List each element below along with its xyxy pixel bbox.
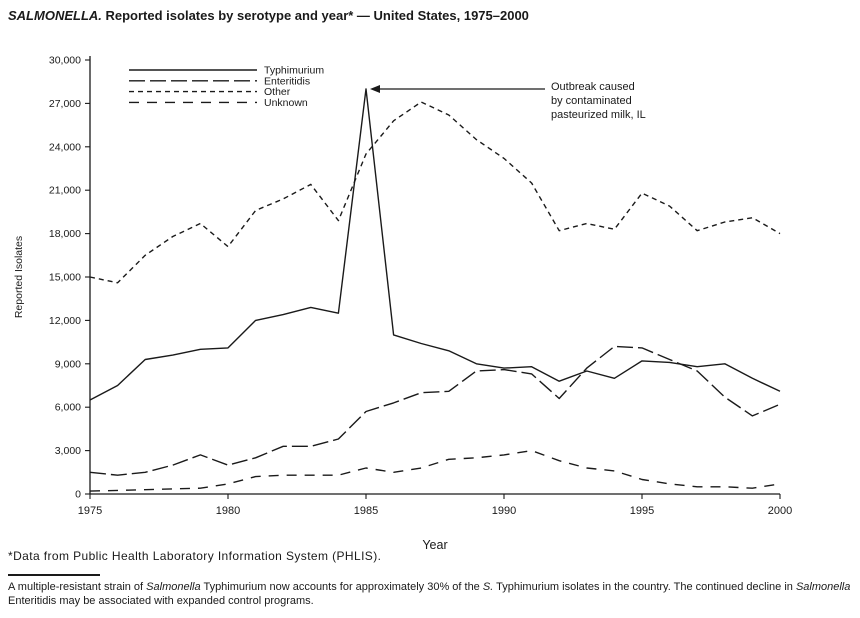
series-line-other: [89, 101, 781, 284]
title-rest: Reported isolates by serotype and year* …: [101, 8, 529, 23]
x-tick-label: 1985: [354, 505, 378, 517]
x-tick-label: 2000: [768, 505, 792, 517]
caption-segment: Salmonella: [795, 581, 851, 593]
title-genus: SALMONELLA.: [8, 8, 102, 23]
figure-title: SALMONELLA. Reported isolates by serotyp…: [8, 8, 529, 23]
caption-segment: Enteritidis may be associated with expan…: [8, 595, 314, 608]
legend-label: Unknown: [264, 97, 308, 109]
caption-segment: A multiple-resistant strain of: [8, 581, 147, 593]
y-tick-label: 12,000: [49, 315, 81, 327]
y-tick-label: 9,000: [55, 358, 81, 370]
legend-label: Other: [264, 86, 291, 98]
y-tick-label: 24,000: [49, 141, 81, 153]
caption-segment: S.: [482, 581, 494, 593]
y-tick-label: 0: [75, 489, 81, 501]
annotation-text: Outbreak caused: [551, 81, 635, 93]
y-tick-label: 15,000: [49, 272, 81, 284]
separator-rule: [8, 574, 100, 576]
caption-segment: Typhimurium isolates in the country. The…: [493, 581, 796, 593]
y-tick-label: 3,000: [55, 445, 81, 457]
x-axis-title: Year: [422, 538, 447, 552]
caption-segment: Salmonella: [146, 581, 201, 593]
annotation: Outbreak caused by contaminated pasteuri…: [370, 81, 646, 121]
y-tick-label: 6,000: [55, 402, 81, 414]
axes-group: 0 3,000 6,000 9,000 12,000 15,000 18,000 21,000…: [49, 55, 792, 518]
series-line-unknown: [89, 449, 781, 492]
y-tick-label: 30,000: [49, 55, 81, 67]
annotation-text: by contaminated: [551, 95, 632, 107]
y-tick-label: 18,000: [49, 228, 81, 240]
series-line-typhimurium: [89, 88, 781, 401]
annotation-text: pasteurized milk, IL: [551, 109, 646, 121]
x-tick-label: 1975: [78, 505, 102, 517]
series-line-enteritidis: [89, 345, 781, 476]
legend-label: Enteritidis: [264, 75, 310, 87]
chart-canvas: 0 3,000 6,000 9,000 12,000 15,000 18,000 21,000…: [13, 55, 792, 553]
legend-label: Typhimurium: [264, 65, 324, 77]
annotation-arrowhead: [370, 85, 380, 93]
x-tick-label: 1980: [216, 505, 240, 517]
y-tick-label: 21,000: [49, 185, 81, 197]
y-tick-label: 27,000: [49, 98, 81, 110]
x-tick-label: 1990: [492, 505, 516, 517]
series-group: [89, 88, 781, 492]
caption-segment: Typhimurium now accounts for approximate…: [200, 581, 483, 593]
x-tick-label: 1995: [630, 505, 654, 517]
y-axis-title: Reported Isolates: [13, 236, 25, 318]
caption: A multiple-resistant strain of Salmonell…: [8, 580, 852, 609]
footnote: *Data from Public Health Laboratory Info…: [8, 549, 382, 563]
